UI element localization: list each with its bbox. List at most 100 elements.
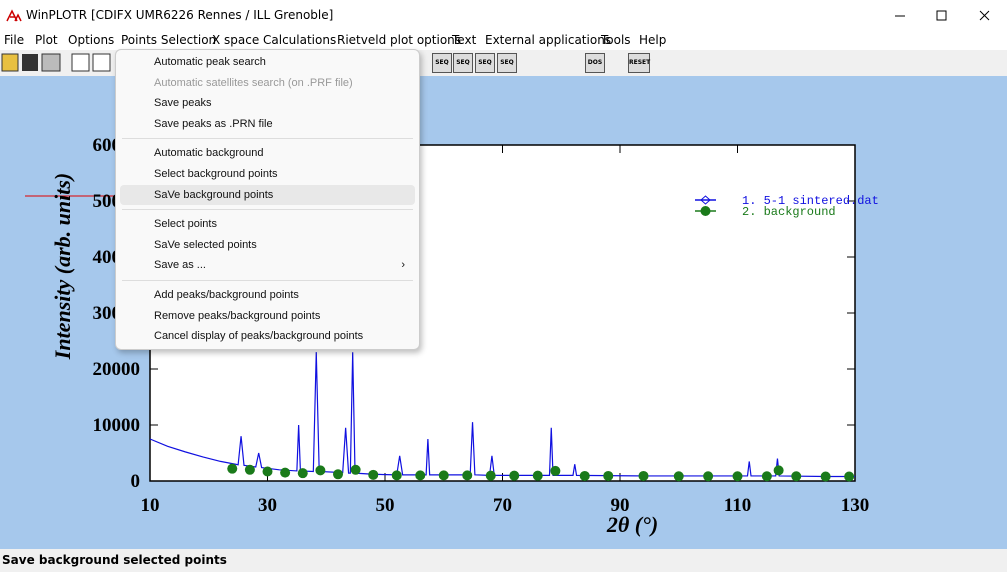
legend-label: 1. 5-1 sintered.dat — [742, 194, 879, 208]
background-point — [532, 470, 543, 481]
y-tick-label: 10000 — [93, 415, 141, 436]
background-point — [485, 470, 496, 481]
background-point — [603, 470, 614, 481]
background-point — [368, 469, 379, 480]
menu-bar: File Plot Options Points Selection X space Ca… — [0, 31, 1007, 49]
toolbar-button[interactable]: SEQ — [432, 53, 452, 73]
menu-bar-item[interactable]: External applications — [485, 33, 612, 47]
toolbar-button[interactable]: SEQ — [497, 53, 517, 73]
x-axis-label: 2θ (°) — [606, 512, 658, 537]
menu-item[interactable]: SaVe selected points — [120, 235, 415, 256]
toolbar-button[interactable]: SEQ — [453, 53, 473, 73]
menu-item[interactable]: Select background points — [120, 164, 415, 185]
background-point — [280, 467, 291, 478]
y-axis-label: Intensity (arb. units) — [50, 173, 75, 360]
menu-bar-item[interactable]: Plot — [35, 33, 58, 47]
menu-item[interactable]: Select points — [120, 214, 415, 235]
background-point — [350, 464, 361, 475]
background-point — [244, 464, 255, 475]
background-point — [262, 466, 273, 477]
x-tick-label: 110 — [724, 495, 751, 516]
menu-separator — [122, 279, 413, 281]
x-tick-label: 70 — [493, 495, 512, 516]
window-title: WinPLOTR [CDIFX UMR6226 Rennes / ILL Gre… — [26, 8, 334, 22]
menu-item[interactable]: Automatic peak search — [120, 52, 415, 73]
background-point — [579, 470, 590, 481]
toolbar-button[interactable]: DOS — [585, 53, 605, 73]
menu-separator — [122, 209, 413, 211]
menu-item-label: Save peaks as .PRN file — [154, 117, 273, 130]
menu-item[interactable]: Save as ... › — [120, 255, 415, 276]
status-text: Save background selected points — [2, 553, 227, 567]
menu-item-label: Select background points — [154, 167, 278, 180]
x-tick-label: 90 — [611, 495, 630, 516]
x-tick-label: 130 — [841, 495, 870, 516]
menu-item[interactable]: Automatic background — [120, 143, 415, 164]
menu-bar-item[interactable]: Rietveld plot options — [337, 33, 462, 47]
background-point — [415, 470, 426, 481]
menu-bar-item[interactable]: Help — [639, 33, 667, 47]
menu-item-label: Save as ... — [154, 259, 206, 272]
background-point — [315, 465, 326, 476]
toolbar-icons — [1, 53, 111, 72]
menu-item-label: SaVe selected points — [154, 238, 257, 251]
menu-item-label: Automatic peak search — [154, 56, 266, 68]
menu-item-label: Automatic background — [154, 147, 264, 160]
menu-item: Automatic satellites search (on .PRF fil… — [120, 73, 415, 94]
menu-item-label: Cancel display of peaks/background point… — [154, 330, 364, 343]
background-point — [333, 469, 343, 480]
background-point — [227, 463, 238, 474]
y-tick-label: 20000 — [93, 359, 141, 380]
menu-item[interactable]: SaVe background points — [120, 184, 415, 206]
background-point — [638, 470, 649, 481]
background-point — [509, 470, 520, 481]
background-point — [550, 465, 561, 476]
background-point — [703, 471, 714, 482]
window-controls[interactable] — [880, 0, 1000, 30]
background-point — [462, 470, 473, 481]
menu-bar-item[interactable]: Calculations — [263, 33, 337, 47]
background-point — [297, 468, 308, 479]
menu-item-label: Remove peaks/background points — [154, 309, 321, 322]
status-bar: Save background selected points — [0, 549, 1007, 572]
title-bar: WinPLOTR [CDIFX UMR6226 Rennes / ILL Gre… — [0, 0, 1007, 30]
x-tick-label: 10 — [141, 495, 160, 516]
background-point — [761, 471, 772, 482]
legend-marker — [700, 206, 711, 216]
menu-item-label: Add peaks/background points — [154, 288, 299, 301]
background-point — [438, 470, 449, 481]
menu-bar-item[interactable]: X space — [212, 33, 260, 47]
background-point — [391, 470, 402, 481]
menu-item-label: Select points — [154, 218, 217, 231]
dropdown-menu: Automatic peak search Automatic satellite… — [115, 49, 420, 350]
menu-item-label: Save peaks — [154, 97, 212, 110]
menu-bar-item[interactable]: File — [4, 33, 25, 47]
menu-separator — [122, 138, 413, 140]
background-point — [673, 471, 684, 482]
menu-item[interactable]: Remove peaks/background points — [120, 306, 415, 327]
menu-bar-item[interactable]: Points Selection — [121, 33, 217, 47]
background-point — [773, 465, 784, 476]
menu-item-label: Automatic satellites search (on .PRF fil… — [154, 76, 353, 89]
background-point — [791, 471, 802, 482]
menu-item[interactable]: Add peaks/background points — [120, 285, 415, 306]
background-point — [844, 471, 855, 482]
menu-bar-item[interactable]: Tools — [601, 33, 631, 47]
y-tick-label: 0 — [131, 471, 141, 492]
submenu-arrow: › — [401, 259, 405, 272]
menu-item[interactable]: Save peaks as .PRN file — [120, 114, 415, 135]
background-point — [820, 471, 831, 482]
menu-item[interactable]: Save peaks — [120, 93, 415, 114]
menu-bar-item[interactable]: Options — [68, 33, 115, 47]
menu-item[interactable]: Cancel display of peaks/background point… — [120, 326, 415, 347]
menu-item-label: SaVe background points — [154, 188, 274, 201]
x-tick-label: 30 — [258, 495, 277, 516]
toolbar-button[interactable]: SEQ — [475, 53, 495, 73]
legend-label: 2. background — [742, 205, 836, 219]
menu-bar-item[interactable]: Text — [452, 33, 477, 47]
app-icon — [6, 9, 22, 22]
legend-marker — [700, 195, 711, 205]
toolbar-button[interactable]: RESET — [628, 53, 650, 73]
x-tick-label: 50 — [376, 495, 395, 516]
